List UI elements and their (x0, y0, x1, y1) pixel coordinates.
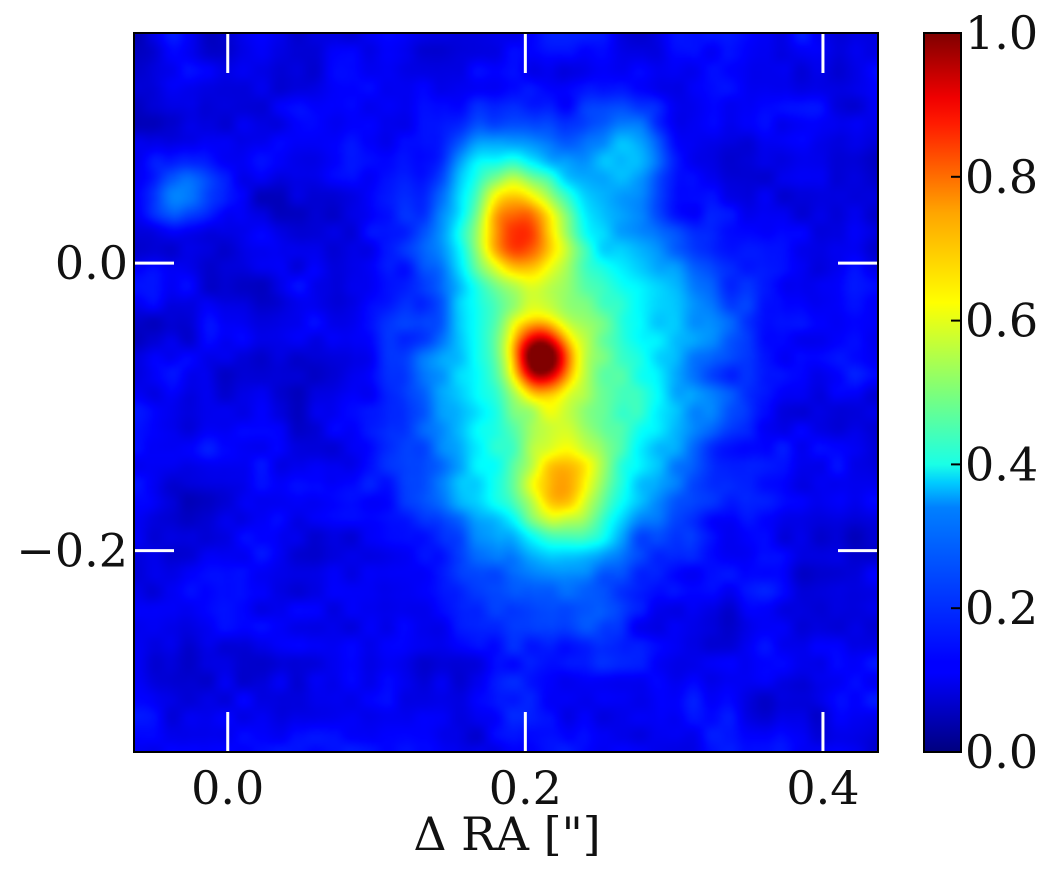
plot-frame (133, 32, 879, 753)
colorbar-tick-label: 1.0 (965, 6, 1038, 60)
colorbar-tick-label: 0.6 (965, 294, 1038, 348)
y-tick-label: −0.2 (16, 524, 128, 578)
colorbar-tick-label: 0.4 (965, 437, 1038, 491)
tick-marks (134, 33, 878, 752)
x-axis-label: Δ RA ["] (413, 807, 600, 861)
colorbar: 0.0 0.2 0.4 0.6 0.8 1.0 (923, 6, 1038, 779)
x-tick-label: 0.4 (786, 761, 859, 815)
colorbar-ticks: 0.0 0.2 0.4 0.6 0.8 1.0 (951, 6, 1038, 779)
plot-area (133, 32, 879, 753)
colorbar-tick-label: 0.2 (965, 581, 1038, 635)
y-tick-labels: 0.0 −0.2 (16, 236, 128, 578)
colorbar-gradient (924, 33, 961, 752)
colorbar-frame (923, 32, 962, 753)
y-tick-label: 0.0 (55, 236, 128, 290)
x-tick-label: 0.0 (191, 761, 264, 815)
x-tick-label: 0.2 (489, 761, 562, 815)
heatmap-image (134, 33, 878, 752)
x-tick-labels: 0.0 0.2 0.4 (191, 761, 859, 815)
colorbar-tick-label: 0.0 (965, 725, 1038, 779)
colorbar-tick-label: 0.8 (965, 150, 1038, 204)
